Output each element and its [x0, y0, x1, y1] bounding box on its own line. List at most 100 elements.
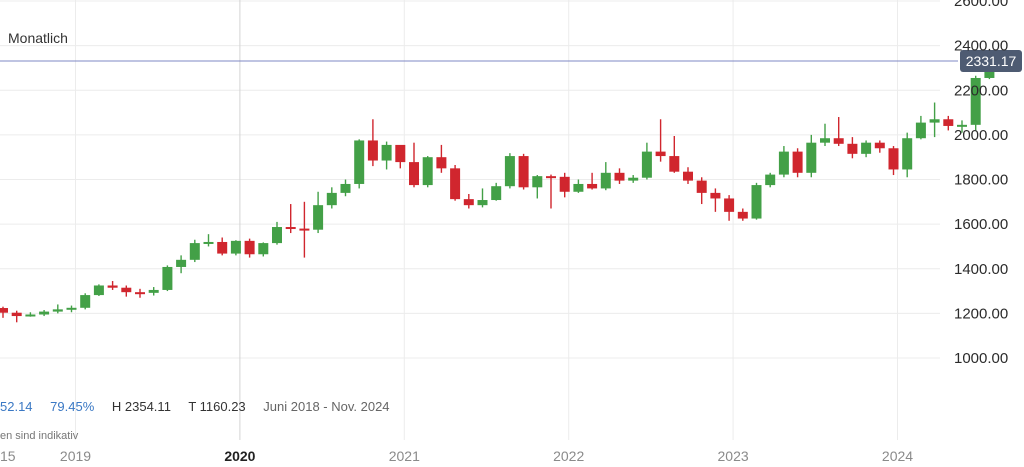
candle-down [833, 138, 844, 144]
candle-up [778, 151, 789, 175]
candle-up [80, 295, 91, 308]
candle-up [39, 311, 50, 315]
date-range: Juni 2018 - Nov. 2024 [263, 399, 390, 414]
candle-down [792, 151, 803, 173]
interval-label[interactable]: Monatlich [8, 30, 68, 46]
candle-down [888, 148, 899, 170]
candle-down [395, 144, 406, 163]
candle-up [765, 174, 776, 186]
candle-up [422, 157, 433, 186]
candle-up [258, 243, 269, 255]
candle-down [285, 227, 296, 230]
candle-up [52, 309, 63, 312]
low-value: T 1160.23 [188, 399, 246, 414]
candle-down [463, 199, 474, 206]
candle-down [450, 168, 461, 200]
x-tick-label: 2020 [224, 448, 255, 464]
candle-up [230, 240, 241, 254]
x-tick-label: 15 [0, 448, 16, 464]
candle-up [573, 183, 584, 192]
x-tick-label: 2024 [882, 448, 913, 464]
candle-up [477, 200, 488, 206]
candle-down [135, 292, 145, 295]
candle-down [107, 285, 118, 288]
candle-down [683, 171, 693, 181]
candle-up [340, 183, 351, 193]
candle-down [0, 308, 8, 313]
candle-down [614, 172, 625, 181]
candle-down [737, 211, 748, 219]
candle-up [504, 156, 515, 187]
candle-up [381, 144, 392, 161]
candle-down [587, 183, 598, 189]
candle-down [217, 241, 228, 254]
candle-down [559, 176, 570, 192]
candle-up [326, 192, 337, 206]
candle-up [66, 307, 77, 310]
candle-down [518, 156, 529, 188]
candle-down [299, 228, 310, 231]
percent-change: 79.45% [50, 399, 95, 414]
candle-up [902, 138, 913, 170]
y-tick-label: 1200.00 [954, 305, 1008, 322]
disclaimer-text: en sind indikativ [0, 430, 79, 442]
candle-up [600, 172, 611, 189]
candle-down [244, 240, 255, 255]
candle-up [751, 185, 762, 219]
candle-down [546, 176, 556, 179]
current-price-label: 2331.17 [966, 53, 1017, 69]
candle-down [847, 143, 858, 154]
candle-up [929, 119, 940, 123]
candles [0, 53, 995, 323]
candle-up [148, 289, 159, 293]
grid [0, 0, 940, 440]
x-tick-label: 2021 [389, 448, 420, 464]
candle-down [367, 140, 378, 161]
y-tick-label: 1600.00 [954, 216, 1008, 233]
candle-up [93, 285, 104, 296]
candle-down [11, 312, 22, 317]
y-tick-label: 1800.00 [954, 172, 1008, 189]
candle-down [436, 157, 447, 169]
candle-down [943, 119, 954, 126]
y-tick-label: 2200.00 [954, 82, 1008, 99]
candle-up [203, 241, 214, 244]
change-value: 52.14 [0, 399, 33, 414]
stats-bar: 52.14 79.45% H 2354.11 T 1160.23 Juni 20… [0, 399, 404, 414]
y-axis-labels: 1000.00 1200.00 1400.00 1600.00 1800.00 2000.… [954, 0, 1008, 367]
candle-up [806, 142, 817, 173]
x-tick-label: 2022 [553, 448, 584, 464]
candle-up [861, 142, 872, 154]
candle-up [628, 177, 639, 181]
candle-up [272, 227, 282, 244]
candle-up [176, 259, 187, 267]
candle-down [710, 192, 721, 199]
candle-up [915, 122, 926, 139]
candle-up [189, 243, 200, 260]
x-axis-labels: 15 2019 2020 2021 2022 2023 2024 [0, 448, 913, 464]
candle-down [874, 142, 885, 149]
candle-down [409, 162, 419, 186]
candle-down [669, 156, 680, 172]
current-price-badge [960, 49, 1022, 72]
candle-down [724, 198, 735, 212]
candle-up [354, 140, 365, 184]
candle-up [970, 77, 981, 125]
candle-up [820, 138, 830, 143]
y-tick-label: 2600.00 [954, 0, 1008, 10]
candle-down [655, 151, 666, 157]
candle-up [532, 176, 543, 188]
candle-up [25, 314, 36, 317]
y-tick-label: 1400.00 [954, 261, 1008, 278]
current-price-indicator: 2331.17 [0, 49, 1022, 72]
x-tick-label: 2019 [60, 448, 91, 464]
candle-up [641, 151, 652, 178]
x-tick-label: 2023 [718, 448, 749, 464]
candle-up [162, 266, 173, 290]
candle-down [696, 180, 707, 193]
y-tick-label: 2400.00 [954, 38, 1008, 55]
candle-up [957, 124, 967, 127]
candle-up [313, 205, 324, 230]
y-tick-label: 1000.00 [954, 350, 1008, 367]
